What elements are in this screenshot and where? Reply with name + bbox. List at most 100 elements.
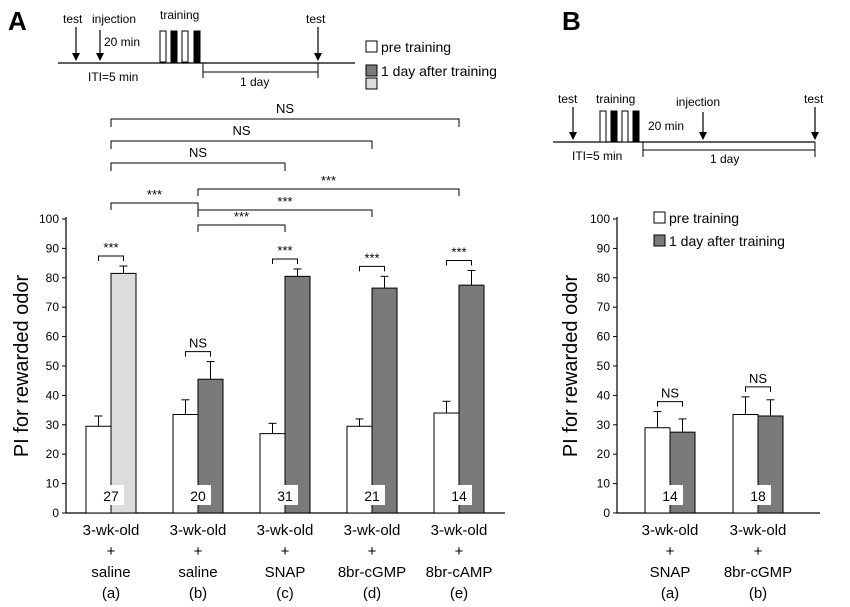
- between-significance-bracket: [110, 118, 460, 127]
- x-category-label: 8br-cGMP: [724, 564, 792, 581]
- protocol-a-delay: 20 min: [104, 35, 140, 49]
- between-significance-bracket: [197, 224, 286, 232]
- y-tick-label: 30: [597, 418, 611, 432]
- n-label-box: [745, 485, 771, 505]
- y-axis-label: PI for rewarded odor: [11, 275, 33, 458]
- within-significance-label: ***: [103, 240, 118, 255]
- y-tick-label: 20: [46, 447, 60, 461]
- within-significance-label: NS: [661, 386, 679, 401]
- legend-swatch-post: [653, 234, 666, 247]
- n-label-box: [185, 485, 211, 505]
- within-significance-bracket: [98, 255, 124, 262]
- panel-a-letter: A: [8, 6, 27, 36]
- protocol-b-injection: injection: [676, 95, 720, 109]
- y-tick-label: 80: [597, 271, 611, 285]
- protocol-b-interval: 1 day: [710, 152, 739, 166]
- y-tick-label: 0: [603, 506, 610, 520]
- x-category-label: (b): [189, 585, 207, 602]
- within-significance-bracket: [185, 351, 211, 357]
- legend-label-post: 1 day after training: [381, 63, 497, 79]
- training-block-white: [181, 30, 189, 63]
- x-category-label: SNAP: [265, 564, 306, 581]
- bar-post-training: [110, 272, 137, 514]
- training-block-black: [632, 110, 640, 143]
- n-label: 14: [662, 488, 678, 504]
- y-tick-label: 40: [46, 388, 60, 402]
- between-significance-bracket: [197, 188, 460, 196]
- x-category-label: 3-wk-old: [344, 522, 401, 539]
- x-category-label: 8br-cGMP: [338, 564, 406, 581]
- training-block-white: [599, 110, 607, 143]
- x-category-label: (c): [276, 585, 294, 602]
- protocol-a-interval: 1 day: [240, 75, 269, 89]
- between-significance-bracket: [110, 162, 286, 171]
- between-significance-label: ***: [147, 187, 162, 202]
- arrow-head-icon: [72, 53, 80, 61]
- legend-swatch-post-light: [365, 77, 378, 90]
- n-label: 18: [750, 488, 766, 504]
- y-tick-label: 70: [597, 300, 611, 314]
- y-tick-label: 20: [597, 447, 611, 461]
- protocol-a-test-start: test: [63, 12, 83, 26]
- arrow-head-icon: [96, 53, 104, 61]
- y-tick-label: 90: [597, 241, 611, 255]
- between-significance-bracket: [110, 140, 373, 149]
- between-significance-label: ***: [277, 194, 292, 209]
- panel-a-protocol: test injection 20 min training test ITI=…: [58, 8, 355, 89]
- n-label-box: [272, 485, 298, 505]
- legend-swatch-pre: [365, 40, 378, 53]
- protocol-a-iti: ITI=5 min: [88, 70, 138, 84]
- legend-label-post: 1 day after training: [669, 233, 785, 249]
- y-tick-label: 50: [597, 359, 611, 373]
- within-significance-bracket: [657, 401, 683, 407]
- between-significance-bracket: [110, 202, 199, 210]
- between-significance-label: NS: [276, 101, 294, 116]
- within-significance-label: ***: [277, 243, 292, 258]
- bar-post-training: [458, 284, 485, 514]
- arrow-head-icon: [811, 132, 819, 140]
- y-tick-label: 80: [46, 271, 60, 285]
- y-axis-label: PI for rewarded odor: [560, 275, 582, 458]
- x-category-label: 8br-cAMP: [426, 564, 493, 581]
- n-label-box: [657, 485, 683, 505]
- between-significance-bracket: [197, 209, 373, 217]
- within-significance-bracket: [745, 386, 771, 392]
- within-significance-label: NS: [749, 371, 767, 386]
- n-label-box: [359, 485, 385, 505]
- within-significance-bracket: [446, 259, 472, 266]
- x-category-label: (a): [102, 585, 120, 602]
- x-category-label: SNAP: [650, 564, 691, 581]
- x-category-label: +: [754, 543, 763, 560]
- x-category-label: +: [455, 543, 464, 560]
- training-block-black: [193, 30, 201, 63]
- legend-swatch-post: [365, 64, 378, 77]
- arrow-head-icon: [699, 132, 707, 140]
- y-tick-label: 60: [597, 330, 611, 344]
- x-category-label: +: [368, 543, 377, 560]
- y-tick-label: 0: [52, 506, 59, 520]
- x-category-label: (b): [749, 585, 767, 602]
- n-label: 21: [364, 488, 380, 504]
- within-significance-label: ***: [451, 244, 466, 259]
- legend-label-pre: pre training: [669, 210, 739, 226]
- between-significance-label: ***: [321, 173, 336, 188]
- arrow-head-icon: [314, 53, 322, 61]
- y-tick-label: 70: [46, 300, 60, 314]
- legend-label-pre: pre training: [381, 39, 451, 55]
- y-tick-label: 30: [46, 418, 60, 432]
- n-label: 27: [103, 488, 119, 504]
- x-category-label: 3-wk-old: [730, 522, 787, 539]
- bar-post-training: [371, 287, 398, 514]
- y-tick-label: 50: [46, 359, 60, 373]
- between-significance-label: NS: [232, 123, 250, 138]
- protocol-b-test-end: test: [804, 92, 824, 106]
- within-significance-bracket: [272, 258, 298, 264]
- training-block-black: [610, 110, 618, 143]
- n-label-box: [446, 485, 472, 505]
- n-label-box: [98, 485, 124, 505]
- panel-b-protocol: test training injection 20 min test ITI=…: [553, 92, 824, 166]
- between-significance-label: NS: [189, 145, 207, 160]
- protocol-b-delay: 20 min: [648, 119, 684, 133]
- y-tick-label: 60: [46, 330, 60, 344]
- y-tick-label: 10: [46, 477, 60, 491]
